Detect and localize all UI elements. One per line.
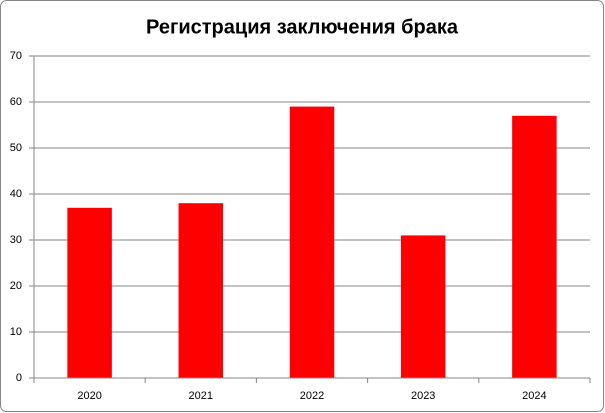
x-tick-label: 2022 (300, 390, 324, 402)
y-tick-label: 20 (10, 280, 22, 292)
chart-title: Регистрация заключения брака (146, 16, 459, 38)
x-tick-label: 2023 (411, 390, 435, 402)
y-tick-label: 50 (10, 142, 22, 154)
x-tick-label: 2020 (77, 390, 101, 402)
x-tick-label: 2024 (522, 390, 546, 402)
y-tick-label: 10 (10, 326, 22, 338)
bar (289, 106, 335, 378)
bar (512, 115, 557, 379)
bar (400, 235, 446, 378)
y-tick-label: 30 (10, 234, 22, 246)
y-tick-label: 40 (10, 188, 22, 200)
bar (178, 203, 224, 378)
y-tick-label: 0 (16, 372, 22, 384)
y-tick-label: 60 (10, 96, 22, 108)
x-tick-label: 2021 (189, 390, 213, 402)
y-tick-label: 70 (10, 50, 22, 62)
bar (67, 207, 112, 378)
